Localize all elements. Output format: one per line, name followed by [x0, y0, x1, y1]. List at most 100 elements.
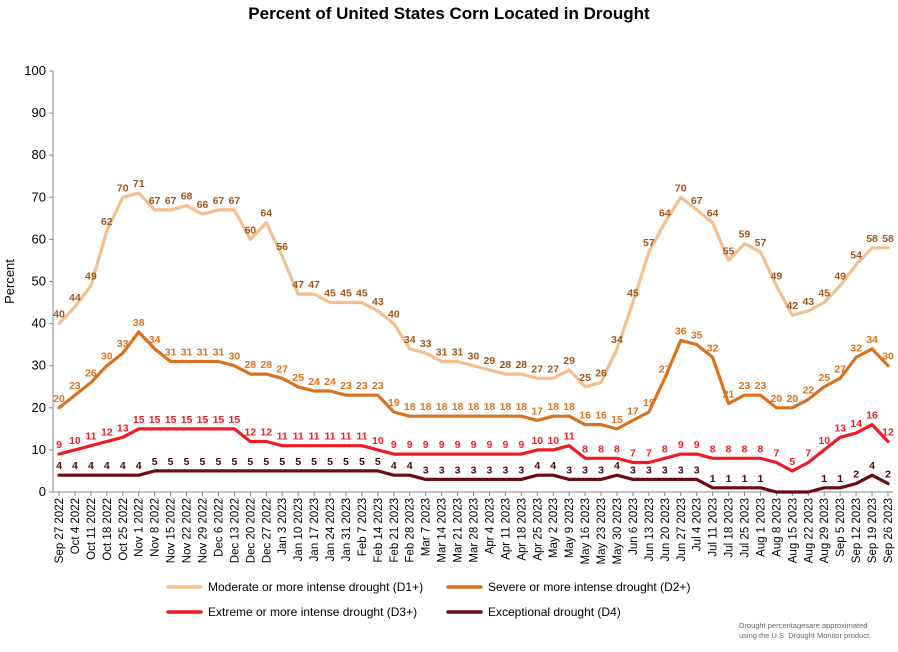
data-label: 67	[229, 195, 241, 207]
data-label: 5	[343, 456, 349, 468]
data-label: 5	[263, 456, 269, 468]
data-label: 23	[69, 380, 81, 392]
data-label: 38	[133, 317, 145, 329]
data-label: 3	[598, 464, 604, 476]
data-label: 23	[356, 380, 368, 392]
data-label: 5	[152, 456, 158, 468]
x-tick-label: Apr 11 2023	[500, 498, 512, 560]
x-tick-label: Jun 13 2023	[644, 498, 656, 561]
axes: 0 10 20 30 40 50 60 70 80 90 100 Percent Sep 27 2022…	[2, 63, 895, 565]
data-label: 4	[88, 460, 94, 472]
series-line-3	[57, 423, 890, 473]
data-label: 11	[293, 431, 304, 443]
data-label: 10	[372, 435, 384, 447]
data-label: 9	[407, 439, 413, 451]
data-label: 45	[324, 288, 336, 300]
data-label: 15	[611, 414, 623, 426]
data-label: 9	[694, 439, 700, 451]
data-label: 3	[518, 464, 524, 476]
data-label: 64	[707, 208, 719, 220]
data-label: 15	[181, 414, 193, 426]
data-label: 5	[247, 456, 253, 468]
x-tick-label: Dec 27 2022	[261, 498, 273, 563]
x-tick-label: Oct 25 2022	[118, 498, 130, 561]
x-tick-label: Jun 20 2023	[660, 498, 672, 561]
data-label: 8	[742, 443, 748, 455]
data-label: 18	[484, 401, 496, 413]
y-tick-label: 30	[32, 358, 46, 373]
x-tick-label: Jun 27 2023	[676, 498, 688, 561]
x-tick-label: May 16 2023	[580, 498, 592, 565]
x-tick-label: Dec 20 2022	[245, 498, 257, 563]
data-label: 3	[471, 464, 477, 476]
data-label: 15	[133, 414, 145, 426]
data-label: 9	[487, 439, 493, 451]
data-label: 16	[579, 410, 591, 422]
x-tick-label: Apr 25 2023	[532, 498, 544, 561]
data-label: 5	[279, 456, 285, 468]
data-label: 30	[882, 351, 894, 363]
data-label: 58	[882, 233, 894, 245]
data-label: 29	[563, 355, 575, 367]
data-label: 12	[260, 426, 272, 438]
data-label: 34	[149, 334, 161, 346]
x-tick-label: Nov 29 2022	[197, 498, 209, 563]
data-label: 8	[758, 443, 764, 455]
data-label: 2	[853, 469, 859, 481]
data-label: 4	[534, 460, 540, 472]
data-label: 9	[391, 439, 397, 451]
data-label: 20	[787, 393, 799, 405]
data-label: 66	[197, 199, 209, 211]
data-label: 45	[340, 288, 352, 300]
data-label: 27	[547, 363, 559, 375]
data-label: 13	[834, 422, 846, 434]
data-label: 2	[885, 469, 891, 481]
data-label: 1	[821, 473, 827, 485]
y-axis-title: Percent	[2, 259, 17, 304]
y-tick-label: 0	[39, 484, 46, 499]
data-label: 71	[133, 178, 145, 190]
data-label: 47	[308, 279, 320, 291]
data-label: 4	[104, 460, 110, 472]
data-label: 33	[117, 338, 129, 350]
x-tick-label: Jun 6 2023	[628, 498, 640, 555]
data-label: 25	[292, 372, 304, 384]
data-label: 34	[866, 334, 878, 346]
footnote-line-1: Drought percentagesare approximated	[739, 621, 868, 630]
data-label: 1	[710, 473, 716, 485]
x-tick-label: Jul 25 2023	[740, 498, 752, 557]
x-tick-label: Dec 6 2022	[213, 498, 225, 557]
data-label: 5	[231, 456, 237, 468]
y-tick-label: 20	[32, 400, 46, 415]
data-label: 3	[662, 464, 668, 476]
x-tick-label: Oct 18 2022	[102, 498, 114, 561]
data-label: 45	[818, 288, 830, 300]
data-label: 18	[452, 401, 464, 413]
data-label: 45	[356, 288, 368, 300]
data-label: 4	[391, 460, 397, 472]
data-label: 4	[407, 460, 413, 472]
y-tick-label: 50	[32, 274, 46, 289]
x-tick-label: Nov 8 2022	[150, 498, 162, 557]
data-label: 11	[564, 431, 575, 443]
data-label: 20	[771, 393, 783, 405]
data-label: 32	[707, 342, 719, 354]
data-label: 30	[101, 351, 113, 363]
data-label: 21	[723, 389, 735, 401]
data-label: 9	[455, 439, 461, 451]
x-tick-label: Aug 29 2023	[819, 498, 831, 563]
data-label: 49	[85, 271, 97, 283]
data-label: 28	[260, 359, 272, 371]
data-label: 26	[595, 368, 607, 380]
data-label: 68	[181, 191, 193, 203]
x-tick-label: Sep 27 2022	[54, 498, 66, 563]
data-label: 30	[468, 351, 480, 363]
data-label: 5	[789, 456, 795, 468]
x-tick-label: Mar 28 2023	[469, 498, 481, 563]
data-label: 60	[244, 224, 256, 236]
x-tick-label: Nov 1 2022	[134, 498, 146, 557]
data-label: 9	[56, 439, 62, 451]
data-label: 18	[547, 401, 559, 413]
y-tick-label: 70	[32, 189, 46, 204]
